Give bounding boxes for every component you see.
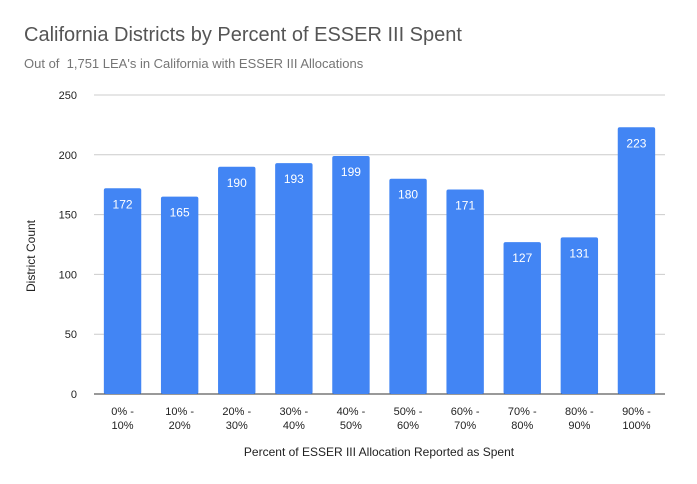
chart-subtitle: Out of 1,751 LEA's in California with ES… [24, 56, 364, 71]
x-tick-label: 30% -40% [279, 406, 308, 432]
bar-data-label: 165 [170, 206, 190, 220]
y-tick-label: 0 [71, 389, 77, 401]
bar [617, 127, 656, 395]
chart-title: California Districts by Percent of ESSER… [24, 24, 462, 46]
bar [503, 242, 541, 394]
x-tick-label: 10% -20% [165, 406, 194, 432]
bar-data-label: 131 [569, 246, 589, 260]
bar-data-label: 172 [113, 197, 133, 211]
x-tick-label: 0% -10% [111, 406, 134, 432]
bar [218, 166, 256, 394]
y-axis-ticks: 0 50 100 150 200 250 [59, 90, 77, 401]
bars: 172 165 190 193 199 180 171 127 131 223 [103, 127, 656, 395]
x-tick-label: 40% -50% [337, 406, 366, 432]
x-tick-label: 20% -30% [222, 406, 251, 432]
x-tick-label: 60% -70% [451, 406, 480, 432]
x-axis-title: Percent of ESSER III Allocation Reported… [244, 445, 515, 459]
bar-data-label: 193 [284, 172, 304, 186]
bar-data-label: 223 [626, 136, 646, 150]
bar [103, 188, 142, 394]
bar-data-label: 171 [455, 198, 475, 212]
y-axis-title: District Count [24, 219, 38, 292]
bar [560, 237, 599, 394]
y-tick-label: 250 [59, 90, 77, 102]
y-tick-label: 50 [65, 329, 77, 341]
x-axis-ticks: 0% -10% 10% -20% 20% -30% 30% -40% 40% -50% 5… [111, 406, 651, 432]
y-tick-label: 150 [59, 210, 77, 222]
bar-data-label: 199 [341, 165, 361, 179]
x-tick-label: 70% -80% [508, 406, 537, 432]
x-tick-label: 50% -60% [394, 406, 423, 432]
y-tick-label: 100 [59, 269, 77, 281]
bar [389, 178, 427, 394]
x-tick-label: 90% -100% [622, 406, 651, 432]
bar-data-label: 127 [512, 251, 532, 265]
x-tick-label: 80% -90% [565, 406, 594, 432]
bar [160, 196, 199, 394]
bar-data-label: 190 [227, 176, 247, 190]
bar [275, 163, 313, 394]
bar [446, 189, 484, 394]
bar-data-label: 180 [398, 188, 418, 202]
bar [332, 155, 370, 394]
y-tick-label: 200 [59, 150, 77, 162]
